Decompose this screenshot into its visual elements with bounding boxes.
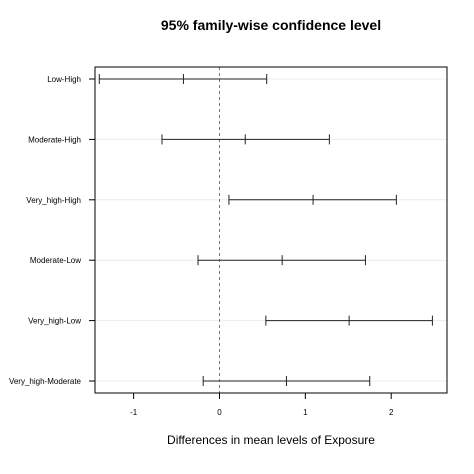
x-tick-label: 1 xyxy=(303,408,308,417)
interval-low-high xyxy=(98,74,268,84)
intervals xyxy=(98,74,433,386)
x-tick-label: -1 xyxy=(130,408,138,417)
x-axis: -1 0 1 2 xyxy=(130,393,394,417)
y-axis-labels: Low-High Moderate-High Very_high-High Moder… xyxy=(9,75,95,386)
interval-very-high-low xyxy=(265,315,433,326)
category-label: Low-High xyxy=(47,75,81,84)
category-label: Moderate-Low xyxy=(30,256,81,265)
category-label: Very_high-Low xyxy=(28,317,81,326)
gridlines xyxy=(95,78,447,382)
chart-title: 95% family-wise confidence level xyxy=(161,17,381,33)
interval-moderate-low xyxy=(197,255,366,266)
x-tick-label: 0 xyxy=(217,408,222,417)
category-label: Moderate-High xyxy=(28,135,81,144)
category-label: Very_high-High xyxy=(26,196,81,205)
plot-frame xyxy=(94,66,448,394)
x-tick-label: 2 xyxy=(389,408,394,417)
interval-very-high-high xyxy=(228,194,397,205)
category-label: Very_high-Moderate xyxy=(9,377,82,386)
interval-very-high-moderate xyxy=(202,376,371,386)
interval-moderate-high xyxy=(161,134,330,145)
x-axis-label: Differences in mean levels of Exposure xyxy=(167,433,375,447)
